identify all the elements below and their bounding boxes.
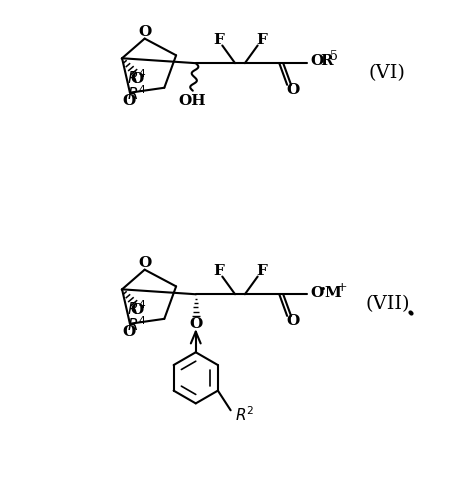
Text: (VII): (VII)	[365, 295, 409, 313]
Text: $R^2$: $R^2$	[235, 405, 254, 423]
Text: O: O	[138, 256, 151, 270]
Text: R: R	[320, 54, 333, 68]
Text: O: O	[130, 303, 143, 317]
Text: O: O	[311, 286, 324, 300]
Text: O: O	[122, 94, 136, 108]
Text: 5: 5	[330, 50, 338, 63]
Text: $R^4$: $R^4$	[127, 300, 147, 318]
Text: F: F	[256, 264, 267, 278]
Text: O: O	[287, 82, 300, 96]
Text: F: F	[213, 32, 224, 46]
Text: (VI): (VI)	[369, 64, 406, 82]
Text: O: O	[311, 54, 324, 68]
Text: O: O	[130, 72, 143, 86]
Text: OH: OH	[178, 94, 206, 108]
Text: $R^4$: $R^4$	[127, 316, 147, 334]
Text: F: F	[213, 264, 224, 278]
Text: O: O	[189, 317, 202, 331]
Text: O: O	[287, 314, 300, 328]
Text: O: O	[138, 24, 151, 38]
Text: +: +	[336, 281, 347, 294]
Text: F: F	[256, 32, 267, 46]
Text: $R^4$: $R^4$	[127, 84, 147, 103]
Text: $R^4$: $R^4$	[127, 68, 147, 87]
Text: O: O	[122, 324, 136, 338]
Text: M: M	[325, 286, 341, 300]
Text: •: •	[319, 284, 326, 294]
